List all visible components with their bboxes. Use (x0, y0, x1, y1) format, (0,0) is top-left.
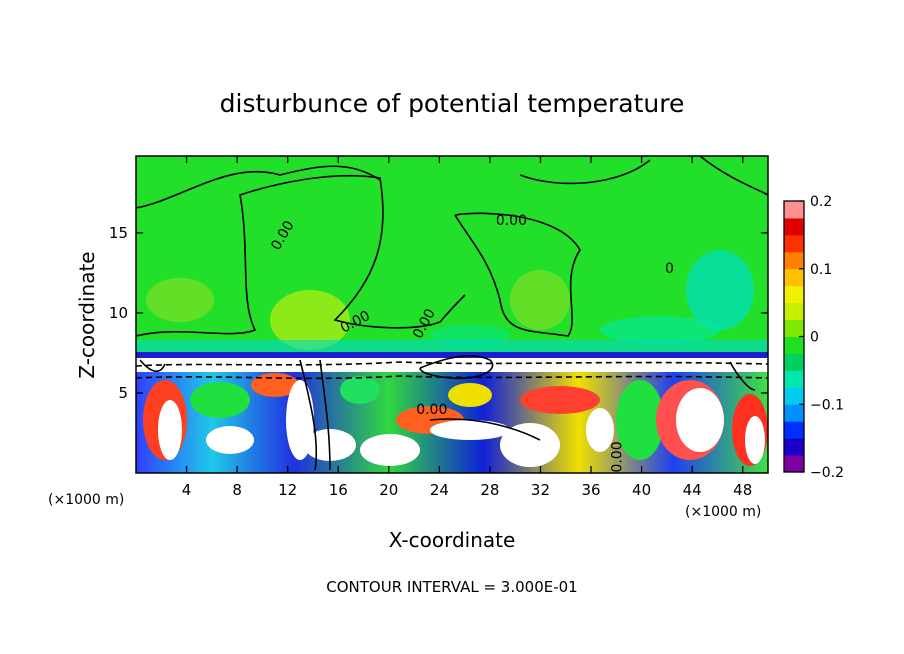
contour-line (519, 159, 651, 185)
eddy (745, 416, 765, 464)
colorbar-swatch (784, 455, 804, 473)
colorbar-swatch (784, 217, 804, 236)
contour-label: 0.00 (416, 402, 447, 418)
colorbar-tick-label: −0.1 (810, 397, 844, 413)
colorbar-tick-label: −0.2 (810, 465, 844, 481)
eddy (676, 388, 724, 452)
field-patch (146, 278, 214, 322)
contour-line (139, 359, 166, 372)
field-patch (600, 316, 720, 344)
y-tick-label: 10 (109, 304, 128, 322)
y-axis-ticks: 5 10 15 (109, 224, 768, 402)
x-axis-ticks: 4 8 12 16 20 24 28 32 36 40 44 48 (182, 156, 752, 499)
contour-line (136, 165, 381, 209)
colorbar-tick-label: 0 (810, 330, 819, 346)
eddy (206, 426, 254, 454)
eddy (520, 386, 600, 414)
contour-line (319, 359, 331, 471)
x-tick-label: 12 (278, 481, 297, 499)
y-tick-label: 5 (118, 384, 128, 402)
x-tick-label: 48 (733, 481, 752, 499)
eddy (586, 408, 614, 452)
x-tick-label: 24 (430, 481, 449, 499)
colorbar-swatch (784, 285, 804, 304)
colorbar-swatch (784, 438, 804, 456)
contour-line (699, 156, 768, 196)
colorbar-tick-label: 0.1 (810, 262, 832, 278)
contour-line (136, 361, 768, 367)
x-tick-label: 8 (232, 481, 242, 499)
eddy (360, 434, 420, 466)
contour-line (136, 375, 768, 380)
colorbar-swatch (784, 319, 804, 337)
x-unit-right: (×1000 m) (685, 504, 761, 520)
colorbar-swatch (784, 234, 804, 253)
tropopause-band (136, 340, 768, 354)
colorbar-swatch (784, 387, 804, 405)
contour-line (299, 359, 318, 471)
contour-line (419, 355, 494, 380)
eddy (158, 400, 182, 460)
colorbar-swatch (784, 302, 804, 321)
x-axis-label: X-coordinate (389, 528, 516, 552)
field-patch (510, 270, 570, 330)
inversion-blue (136, 352, 768, 358)
contour-line (729, 361, 756, 391)
eddy (448, 383, 492, 407)
plot-frame (135, 155, 769, 474)
contour-line (136, 174, 441, 337)
field-patch (270, 290, 350, 350)
x-tick-label: 32 (531, 481, 550, 499)
chart-title: disturbunce of potential temperature (220, 89, 685, 118)
colorbar-swatch (784, 370, 804, 388)
contour-label: 0.00 (496, 213, 527, 229)
eddy (500, 423, 560, 467)
x-tick-label: 36 (581, 481, 600, 499)
colorbar-tick-label: 0.2 (810, 194, 832, 210)
x-unit-left: (×1000 m) (48, 492, 124, 508)
colorbar-swatch (784, 353, 804, 371)
x-tick-label: 16 (329, 481, 348, 499)
colorbar-swatch (784, 201, 804, 219)
eddy (616, 380, 664, 460)
field-patch (686, 250, 754, 330)
colorbar-swatch (784, 268, 804, 287)
eddy (340, 376, 380, 404)
colorbar-swatch (784, 404, 804, 422)
y-tick-label: 15 (109, 224, 128, 242)
contour-label: 0.00 (609, 441, 625, 472)
x-tick-label: 40 (632, 481, 651, 499)
eddy (190, 382, 250, 418)
y-axis-label: Z-coordinate (75, 251, 99, 378)
colorbar-swatch (784, 336, 804, 354)
colorbar: 0.2 0.1 0 −0.1 −0.2 (783, 194, 844, 481)
contour-lines (136, 156, 768, 471)
colorbar-swatch (784, 421, 804, 439)
contour-label: 0 (665, 261, 674, 277)
x-tick-label: 28 (480, 481, 499, 499)
eddy (430, 420, 510, 440)
x-tick-label: 20 (379, 481, 398, 499)
x-tick-label: 4 (182, 481, 192, 499)
plot-area (136, 156, 768, 473)
contour-line (454, 212, 581, 337)
contour-line (429, 418, 541, 441)
contour-line (439, 294, 466, 323)
contour-interval-note: CONTOUR INTERVAL = 3.000E-01 (326, 578, 577, 596)
x-tick-label: 44 (683, 481, 702, 499)
inversion-white (136, 358, 768, 372)
colorbar-swatch (784, 251, 804, 270)
eddy (251, 373, 299, 397)
